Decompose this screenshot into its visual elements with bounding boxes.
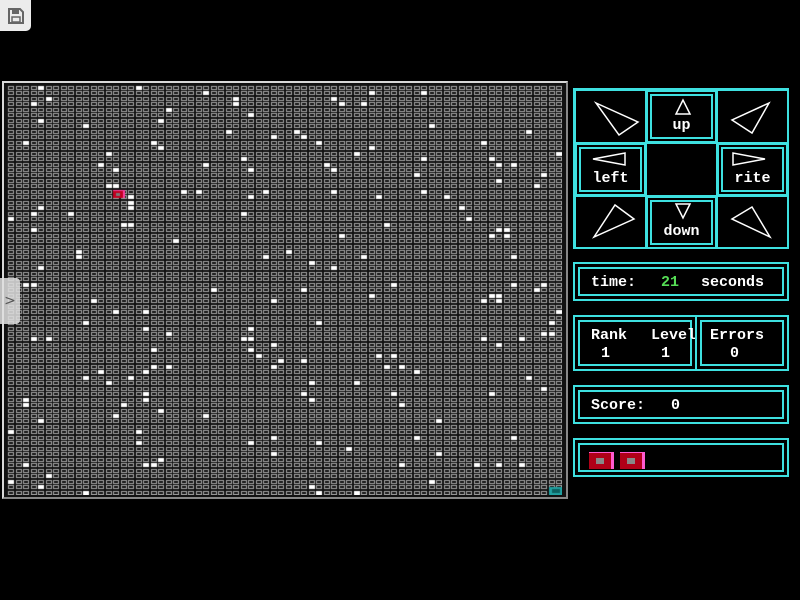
move-down-right-button[interactable] bbox=[717, 196, 788, 249]
floppy-disk-icon bbox=[7, 7, 24, 24]
move-right-button[interactable]: rite bbox=[717, 143, 788, 196]
life-icon bbox=[589, 452, 614, 469]
arrow-right-icon bbox=[732, 152, 766, 166]
direction-pad: up left rite down bbox=[573, 88, 789, 249]
score-value: 0 bbox=[671, 397, 681, 414]
arrow-up-icon bbox=[674, 98, 692, 115]
score-panel: Score: 0 bbox=[573, 385, 789, 424]
time-label: time: bbox=[591, 274, 637, 291]
errors-label: Errors bbox=[710, 327, 765, 344]
level-value: 1 bbox=[661, 345, 671, 362]
move-down-button[interactable]: down bbox=[646, 196, 717, 249]
life-icon bbox=[620, 452, 645, 469]
arrow-left-icon bbox=[592, 152, 626, 166]
move-down-left-button[interactable] bbox=[575, 196, 646, 249]
time-value: 21 bbox=[661, 274, 680, 291]
arrow-down-right-icon bbox=[730, 205, 772, 239]
chevron-right-icon: > bbox=[4, 293, 16, 309]
rank-value: 1 bbox=[601, 345, 611, 362]
score-label: Score: bbox=[591, 397, 646, 414]
errors-value: 0 bbox=[730, 345, 740, 362]
time-unit: seconds bbox=[701, 274, 765, 291]
lives-panel bbox=[573, 438, 789, 477]
maze-grid[interactable] bbox=[6, 85, 562, 495]
arrow-up-right-icon bbox=[730, 101, 771, 135]
time-panel: time: 21 seconds bbox=[573, 262, 789, 301]
move-up-button[interactable]: up bbox=[646, 90, 717, 143]
arrow-up-left-icon bbox=[593, 101, 640, 137]
move-left-button[interactable]: left bbox=[575, 143, 646, 196]
save-button[interactable] bbox=[0, 0, 31, 31]
move-up-left-button[interactable] bbox=[575, 90, 646, 143]
arrow-down-icon bbox=[674, 203, 692, 220]
errors-panel: Errors 0 bbox=[695, 315, 789, 371]
rank-label: Rank bbox=[591, 327, 628, 344]
arrow-down-left-icon bbox=[591, 203, 636, 239]
center-cell bbox=[646, 143, 717, 196]
move-up-right-button[interactable] bbox=[717, 90, 788, 143]
level-label: Level bbox=[651, 327, 697, 344]
sidebar-toggle[interactable]: > bbox=[0, 278, 20, 324]
rank-level-panel: Rank Level 1 1 bbox=[573, 315, 697, 371]
